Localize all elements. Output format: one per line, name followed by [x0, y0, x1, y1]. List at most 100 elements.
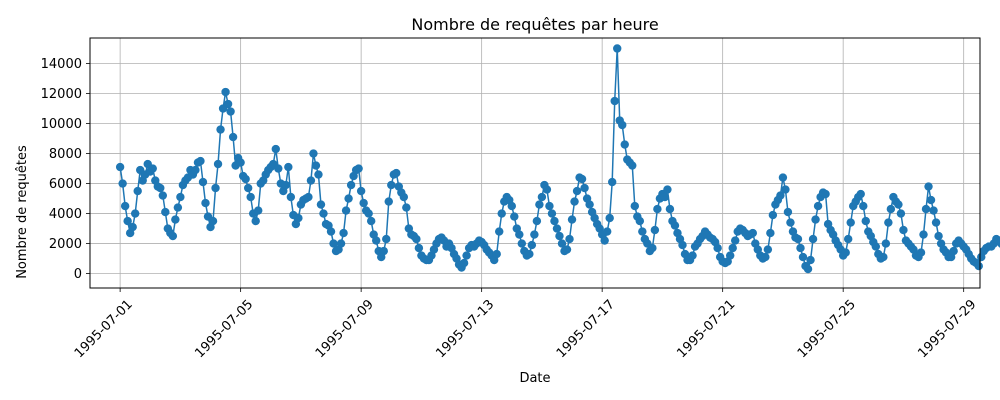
data-point	[294, 213, 303, 223]
data-point	[326, 227, 336, 236]
data-point	[949, 246, 958, 256]
data-point	[778, 173, 788, 182]
data-point	[120, 201, 130, 211]
data-point	[530, 230, 539, 239]
y-tick-label: 14000	[41, 57, 82, 72]
data-point	[567, 215, 577, 224]
data-point	[731, 236, 740, 245]
data-point	[336, 239, 346, 248]
data-point	[608, 177, 617, 187]
y-tick-label: 4000	[49, 207, 82, 222]
data-point	[783, 207, 793, 217]
data-point	[148, 164, 157, 173]
data-point	[158, 191, 168, 200]
data-point	[392, 168, 401, 178]
data-point	[271, 144, 280, 154]
data-point	[251, 216, 260, 226]
data-point	[208, 216, 218, 226]
data-point	[763, 245, 773, 254]
data-point	[919, 230, 928, 239]
y-tick-label: 2000	[49, 237, 82, 252]
data-point	[929, 206, 938, 215]
data-point	[254, 206, 263, 215]
data-point	[346, 180, 356, 190]
data-point	[557, 239, 567, 248]
data-point	[344, 194, 353, 203]
y-tick-label: 10000	[41, 117, 82, 132]
data-point	[665, 204, 675, 214]
data-point	[856, 189, 865, 199]
data-point	[670, 221, 680, 230]
data-point	[821, 189, 830, 199]
data-point	[354, 164, 363, 173]
data-point	[798, 252, 808, 262]
data-point	[223, 99, 233, 109]
data-point	[688, 251, 697, 260]
data-point	[492, 249, 501, 259]
data-point	[931, 218, 941, 227]
data-point	[281, 180, 291, 190]
data-point	[372, 236, 381, 245]
data-point	[497, 209, 506, 218]
data-point	[161, 207, 170, 217]
data-point	[761, 252, 770, 262]
data-point	[286, 192, 296, 202]
data-point	[924, 182, 933, 191]
data-point	[881, 239, 891, 248]
data-point	[552, 224, 562, 233]
data-point	[796, 243, 805, 253]
data-point	[171, 215, 180, 224]
data-point	[648, 243, 657, 253]
data-point	[580, 183, 589, 193]
data-point	[899, 225, 908, 235]
data-point	[650, 225, 660, 235]
data-point	[130, 209, 140, 218]
plot-frame	[89, 37, 981, 289]
data-point	[921, 204, 931, 214]
data-point	[678, 240, 687, 250]
y-tick-label: 0	[74, 267, 82, 282]
data-point	[211, 183, 220, 193]
data-point	[793, 234, 803, 244]
data-point	[201, 198, 210, 208]
data-point	[329, 239, 338, 248]
data-point	[811, 215, 820, 224]
data-point	[495, 227, 504, 236]
data-point	[635, 216, 645, 226]
data-point	[713, 243, 722, 253]
data-point	[306, 176, 316, 185]
data-point	[311, 161, 321, 170]
data-point	[515, 230, 524, 239]
data-point	[115, 162, 125, 172]
data-point	[542, 185, 552, 194]
data-point	[565, 234, 574, 244]
series-layer	[115, 44, 1000, 274]
data-point	[228, 132, 238, 142]
data-point	[507, 201, 516, 211]
data-point	[806, 255, 815, 265]
grid-lines	[90, 38, 980, 288]
data-point	[884, 218, 893, 227]
data-point	[532, 216, 542, 226]
data-point	[364, 209, 373, 218]
data-point	[577, 174, 587, 184]
data-point	[786, 218, 795, 227]
data-point	[316, 200, 326, 209]
data-point	[309, 149, 318, 158]
data-point	[221, 87, 230, 97]
data-point	[241, 174, 250, 184]
data-point	[246, 192, 255, 202]
data-point	[133, 186, 142, 196]
data-point	[934, 231, 943, 241]
data-point	[618, 120, 627, 130]
data-point	[660, 192, 670, 202]
data-point	[459, 258, 469, 268]
data-point	[366, 216, 376, 226]
data-point	[663, 185, 672, 194]
data-point	[562, 245, 572, 254]
data-point	[803, 264, 813, 274]
data-point	[613, 44, 622, 53]
data-point	[547, 209, 557, 218]
data-point	[610, 96, 619, 106]
